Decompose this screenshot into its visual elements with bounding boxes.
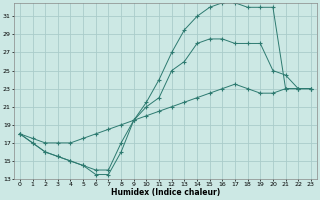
X-axis label: Humidex (Indice chaleur): Humidex (Indice chaleur)	[111, 188, 220, 197]
